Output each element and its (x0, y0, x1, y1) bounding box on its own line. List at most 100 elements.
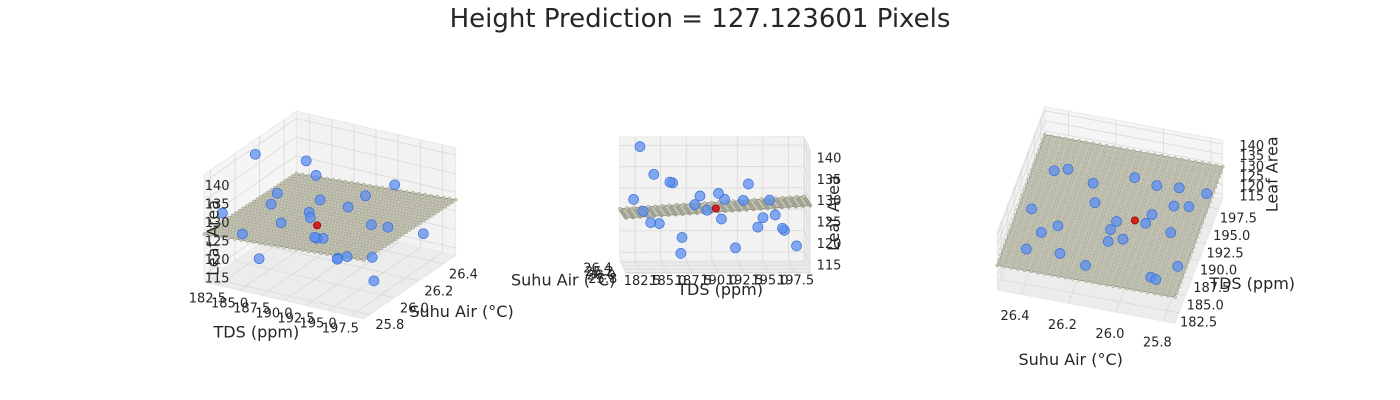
plane-point (373, 210, 377, 215)
plane-point (400, 218, 404, 222)
z-tick-label: 115 (1239, 190, 1264, 205)
plane-point (1178, 221, 1182, 225)
plane-point (1091, 141, 1095, 146)
plane-point (377, 243, 381, 247)
plane-point (287, 211, 292, 215)
plane-point (1106, 219, 1110, 223)
plane-point (1078, 155, 1083, 160)
plane-point (1113, 279, 1118, 283)
plane-point (1064, 174, 1069, 178)
plane-point (1068, 143, 1073, 147)
plane-point (752, 197, 756, 202)
plane-point (213, 225, 217, 229)
y-tick-label: 195.0 (299, 317, 336, 332)
plane-point (1097, 223, 1102, 227)
plane-point (1065, 270, 1070, 275)
z-tick-label: 120 (205, 253, 230, 268)
plane-point (415, 217, 420, 222)
plane-point (1173, 215, 1177, 219)
plane-point (1062, 259, 1067, 264)
plane-point (1102, 149, 1107, 153)
plane-point (1165, 197, 1169, 202)
z-tick-label: 115 (817, 258, 842, 273)
plane-point (759, 197, 764, 201)
plane-point (1106, 160, 1110, 164)
plane-point (379, 211, 383, 216)
plane-point (390, 219, 395, 224)
plane-point (1199, 203, 1203, 208)
plane-point (1119, 184, 1123, 188)
plane-point (271, 231, 276, 236)
plane-point (1061, 163, 1065, 167)
plane-point (275, 209, 280, 213)
plane-point (293, 177, 298, 181)
plane-point (400, 232, 405, 237)
plane-point (1064, 195, 1068, 200)
plane-point (1171, 161, 1175, 165)
plane-point (1146, 189, 1151, 193)
plane-point (710, 200, 714, 205)
plane-point (365, 235, 370, 240)
plane-point (301, 207, 305, 212)
plane-point (244, 224, 249, 229)
data-point (1062, 163, 1074, 175)
plane-point (395, 211, 399, 216)
plane-point (1154, 227, 1158, 232)
plane-point (1044, 149, 1049, 153)
plane-point (348, 241, 353, 246)
plane-point (407, 228, 412, 232)
plane-point (384, 218, 388, 223)
plane-point (351, 189, 355, 194)
plane-point (230, 233, 235, 238)
plane-point (295, 206, 299, 211)
plane-point (1111, 145, 1116, 149)
plane-point (325, 191, 330, 195)
plane-point (1060, 205, 1064, 210)
gridline-y (736, 260, 745, 274)
plane-point (1118, 226, 1122, 231)
plane-point (1084, 220, 1088, 225)
plane-point (323, 243, 328, 247)
plane-point (1122, 275, 1126, 280)
plane-point (1100, 255, 1104, 260)
plane-point (1153, 249, 1158, 253)
plane-point (1133, 224, 1138, 228)
plane-point (352, 239, 357, 243)
plane-point (305, 199, 310, 204)
plane-point (356, 196, 361, 201)
plane-point (1130, 212, 1135, 217)
plane-point (1150, 179, 1154, 183)
plane-point (411, 225, 415, 230)
plane-point (329, 244, 334, 248)
plane-point (260, 204, 265, 208)
plane-point (1122, 195, 1126, 199)
plane-point (261, 198, 266, 202)
plane-point (1062, 179, 1067, 183)
plane-point (1028, 253, 1032, 257)
plane-point (334, 216, 338, 220)
plane-point (377, 223, 381, 227)
data-point (757, 212, 769, 224)
plane-point (1089, 146, 1093, 151)
plane-point (350, 195, 354, 200)
plane-point (291, 229, 295, 233)
plane-point (292, 183, 297, 187)
plane-point (1133, 165, 1137, 169)
plane-point (1071, 255, 1075, 260)
plane-point (1021, 193, 1025, 197)
data-point (249, 148, 261, 160)
plane-point (653, 204, 657, 209)
plane-point (1137, 192, 1142, 197)
plane-point (1180, 275, 1185, 279)
plane-point (1138, 230, 1143, 234)
plane-point (270, 237, 275, 242)
plane-point (1143, 156, 1148, 161)
plane-point (1096, 265, 1101, 270)
plane-point (355, 222, 359, 226)
plane-point (331, 177, 335, 182)
plane-point (290, 235, 294, 239)
plane-point (1046, 224, 1050, 229)
gridline-z (1044, 130, 1223, 165)
plane-point (1101, 271, 1106, 276)
plane-point (382, 189, 387, 193)
